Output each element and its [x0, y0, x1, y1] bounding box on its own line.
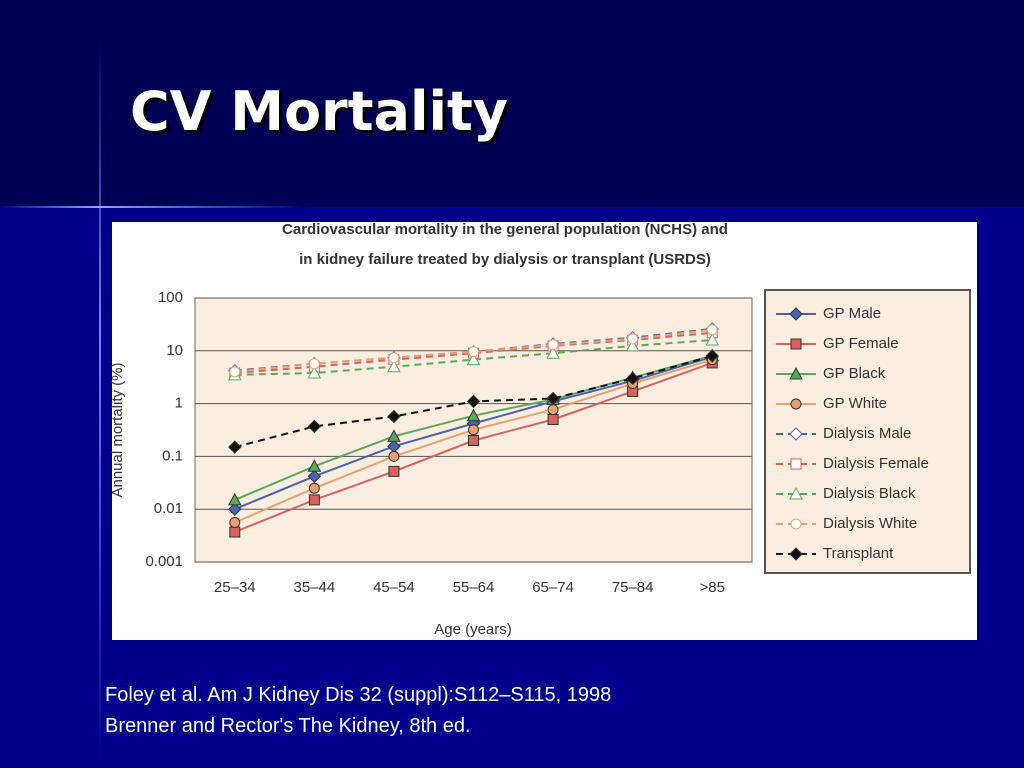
data-point — [229, 526, 241, 538]
x-tick-label: 35–44 — [293, 579, 335, 596]
data-point — [706, 324, 718, 336]
legend-marker — [789, 547, 803, 561]
legend-marker — [790, 398, 802, 410]
legend-marker — [789, 427, 803, 441]
data-point — [468, 435, 479, 447]
data-point — [308, 494, 320, 506]
y-tick-label: 10 — [166, 342, 183, 359]
legend-marker — [789, 486, 803, 500]
data-point — [387, 429, 401, 442]
x-tick-label: 75–84 — [612, 579, 654, 596]
x-tick-label: 45–54 — [373, 579, 415, 596]
slide-title: CV Mortality — [130, 80, 508, 143]
data-point — [625, 371, 640, 386]
legend-label: GP Male — [823, 305, 881, 322]
legend-marker — [790, 458, 802, 470]
legend-label: Dialysis White — [823, 515, 917, 532]
legend-label: GP White — [823, 395, 887, 412]
y-tick-label: 0.001 — [145, 553, 183, 570]
data-point — [308, 482, 320, 494]
data-point — [229, 516, 241, 528]
data-point — [227, 492, 242, 506]
data-point — [387, 359, 401, 373]
data-point — [546, 391, 560, 406]
data-point — [466, 352, 481, 366]
x-tick-label: >85 — [699, 579, 724, 596]
y-axis-label: Annual mortality (%) — [109, 362, 126, 497]
data-point — [468, 346, 479, 358]
x-tick-label: 65–74 — [532, 579, 574, 596]
x-tick-label: 25–34 — [214, 579, 256, 596]
legend-label: Dialysis Black — [823, 485, 916, 502]
data-point — [627, 333, 639, 345]
legend-label: Dialysis Female — [823, 455, 929, 472]
citation: Foley et al. Am J Kidney Dis 32 (suppl):… — [105, 684, 612, 706]
legend-marker — [789, 307, 803, 321]
legend-marker — [790, 518, 802, 530]
data-point — [228, 440, 242, 454]
citation: Brenner and Rector's The Kidney, 8th ed. — [105, 715, 471, 737]
data-point — [705, 332, 720, 346]
y-tick-label: 0.1 — [162, 447, 183, 464]
legend-marker — [790, 338, 802, 350]
decor-line — [99, 40, 101, 768]
legend-label: GP Female — [823, 335, 899, 352]
data-point — [705, 349, 719, 363]
header-band — [0, 0, 1024, 207]
legend-label: Dialysis Male — [823, 425, 911, 442]
decor-line — [0, 206, 300, 208]
data-point — [466, 408, 481, 422]
chart-title: in kidney failure treated by dialysis or… — [299, 251, 711, 268]
data-point — [468, 424, 479, 436]
data-point — [547, 339, 559, 351]
x-axis-label: Age (years) — [434, 621, 512, 638]
legend-label: GP Black — [823, 365, 886, 382]
y-tick-label: 100 — [158, 289, 183, 306]
data-point — [388, 352, 400, 364]
data-point — [307, 419, 322, 434]
legend-label: Transplant — [823, 545, 894, 562]
data-point — [388, 450, 400, 462]
x-tick-label: 55–64 — [453, 579, 495, 596]
data-point — [308, 358, 320, 370]
data-point — [466, 394, 481, 409]
y-tick-label: 0.01 — [154, 500, 183, 517]
data-point — [625, 338, 640, 352]
data-point — [307, 469, 322, 483]
data-point — [547, 404, 559, 416]
data-point — [307, 459, 322, 472]
y-tick-label: 1 — [175, 395, 183, 412]
data-point — [387, 409, 401, 424]
data-point — [388, 465, 400, 477]
data-point — [547, 413, 559, 425]
data-point — [307, 365, 322, 379]
legend-marker — [789, 366, 803, 380]
data-point — [228, 502, 242, 516]
data-point — [229, 366, 241, 378]
data-point — [546, 346, 560, 359]
chart-title: Cardiovascular mortality in the general … — [282, 221, 728, 238]
